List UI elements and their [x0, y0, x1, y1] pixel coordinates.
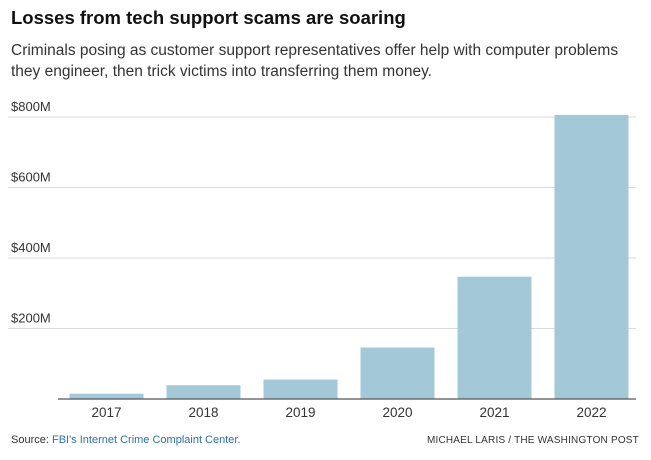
bar-2021	[457, 276, 532, 399]
gridlines	[8, 116, 636, 329]
credit-line: MICHAEL LARIS / THE WASHINGTON POST	[426, 435, 639, 446]
y-tick-label: $600M	[11, 170, 51, 185]
x-tick-label: 2020	[382, 405, 412, 420]
source-note: Source: FBI's Internet Crime Complaint C…	[11, 434, 241, 446]
y-tick-label: $800M	[11, 99, 51, 114]
bar-chart: $200M $400M $600M $800M 2017 2018 2019 2020 2021…	[8, 99, 636, 420]
x-tick-label: 2022	[576, 405, 606, 420]
bar-2022	[554, 114, 629, 399]
y-tick-label: $400M	[11, 240, 51, 255]
chart-title: Losses from tech support scams are soari…	[11, 7, 406, 28]
x-tick-label: 2021	[479, 405, 509, 420]
bar-2020	[360, 347, 435, 399]
source-label: Source:	[11, 434, 52, 446]
bars	[69, 114, 629, 399]
x-tick-label: 2019	[285, 405, 315, 420]
chart-subtitle: Criminals posing as customer support rep…	[11, 42, 619, 80]
bar-2019	[263, 379, 338, 399]
y-tick-label: $200M	[11, 311, 51, 326]
axis-labels: $200M $400M $600M $800M 2017 2018 2019 2020 2021…	[11, 99, 607, 420]
bar-2018	[166, 385, 241, 399]
x-tick-label: 2018	[188, 405, 218, 420]
bar-2017	[69, 393, 144, 399]
x-tick-label: 2017	[91, 405, 121, 420]
source-link[interactable]: FBI's Internet Crime Complaint Center.	[51, 434, 241, 446]
